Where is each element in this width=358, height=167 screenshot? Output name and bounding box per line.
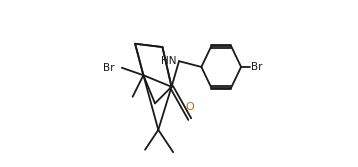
Text: O: O — [185, 103, 194, 113]
Text: Br: Br — [103, 63, 115, 73]
Text: HN: HN — [161, 56, 176, 66]
Text: Br: Br — [251, 62, 262, 72]
